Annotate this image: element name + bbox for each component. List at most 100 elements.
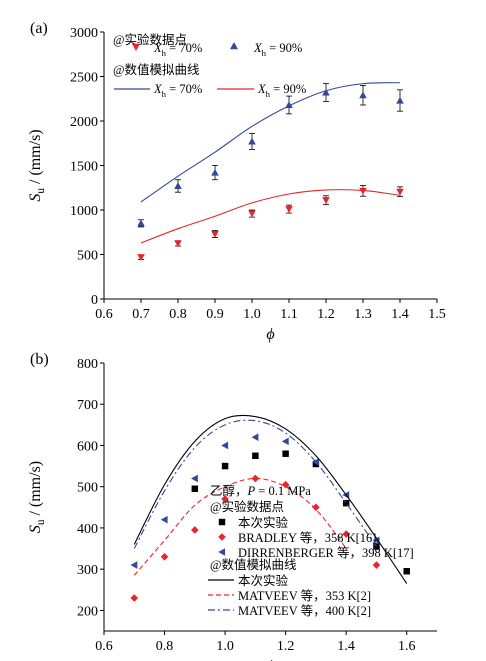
data-point [248,210,256,218]
legend-label: 本次实验 [238,573,289,588]
y-tick-label: 0 [91,293,98,308]
x-tick-label: 0.7 [132,307,150,322]
data-point [312,503,320,512]
data-point [130,594,139,602]
data-point [359,91,367,99]
legend-group-title: @实验数据点 [113,32,187,47]
x-tick-label: 1.0 [216,639,234,654]
x-axis-label: ϕ [266,658,274,661]
panel-label: (a) [30,20,48,37]
legend-group-title: @实验数据点 [210,499,284,514]
series-line [140,189,401,244]
data-point [221,441,229,450]
legend-header: 乙醇，P = 0.1 MPa [210,483,311,498]
x-tick-label: 0.8 [156,639,174,654]
legend-label: MATVEEV 等，353 K[2] [238,588,371,603]
data-point [191,485,199,492]
x-tick-label: 1.4 [391,307,409,322]
series-line [133,419,377,549]
data-point [137,219,145,227]
data-point [342,499,350,507]
x-tick-label: 0.6 [95,639,113,654]
data-point [396,188,404,196]
y-tick-label: 3000 [70,26,98,41]
data-point [281,480,290,489]
data-point [282,450,289,457]
panel-label: (b) [30,351,49,368]
series-line [133,477,347,576]
y-axis-label: Su / (mm/s) [27,461,47,533]
legend-marker [218,548,226,556]
legend-marker [230,42,238,50]
data-point [248,137,256,145]
data-point [137,254,145,261]
legend-label: 本次实验 [238,515,289,530]
data-point [221,462,229,470]
y-tick-label: 700 [77,398,98,413]
data-point [211,230,219,238]
x-axis-label: ϕ [266,326,274,343]
data-point [174,182,182,190]
y-tick-label: 600 [77,439,98,454]
legend-label: Xh = 70% [153,82,202,99]
legend-label: BRADLEY 等，358 K[16] [238,530,376,545]
x-tick-label: 1.3 [354,307,372,322]
legend-marker [218,518,226,526]
y-tick-label: 2000 [70,115,98,130]
x-tick-label: 0.9 [206,307,224,322]
legend-label: Xh = 90% [257,82,306,99]
y-tick-label: 500 [77,481,98,496]
legend-label: Xh = 70% [153,41,202,58]
x-tick-label: 1.0 [243,307,261,322]
data-point [251,433,259,442]
data-point [221,495,229,503]
data-point [130,561,138,569]
x-tick-label: 1.2 [277,639,295,654]
data-point [285,206,293,213]
legend-label: Xh = 90% [253,41,302,58]
y-tick-label: 500 [77,249,98,264]
y-axis-label: Su / (mm/s) [27,129,47,201]
y-tick-label: 1000 [70,204,98,219]
data-point [396,96,404,104]
legend-label: MATVEEV 等，400 K[2] [238,603,371,618]
y-tick-label: 200 [77,604,98,619]
data-point [322,88,330,96]
data-point [342,530,350,538]
chart-panel: 0.6 0.7 0.8 0.9 1.0 1.1 1.2 1.3 1.4 1.5 0 500 1000 15… [27,20,446,343]
x-tick-label: 0.6 [95,307,113,322]
y-tick-label: 800 [77,357,98,372]
y-tick-label: 1500 [70,160,98,175]
series-line [140,82,401,203]
y-tick-label: 2500 [70,71,98,86]
data-point [160,552,169,561]
data-point [372,536,380,545]
series-line [133,414,408,584]
data-point [174,240,182,248]
x-tick-label: 1.4 [337,639,355,654]
x-tick-label: 1.5 [428,307,446,322]
data-point [160,515,168,524]
legend-group-title: @数值模拟曲线 [210,557,297,572]
legend-marker [132,43,140,51]
y-tick-label: 400 [77,522,98,537]
data-point [403,567,410,575]
data-point [372,561,381,569]
data-point [322,197,330,205]
data-point [359,187,367,195]
x-tick-label: 0.8 [169,307,187,322]
chart-panel: 0.6 0.8 1.0 1.2 1.4 1.6 200 300 400 500 600 700 800 ϕ… [27,351,437,661]
legend-group-title: @数值模拟曲线 [113,62,200,77]
x-tick-label: 1.2 [317,307,335,322]
data-point [211,168,219,176]
y-tick-label: 300 [77,563,98,578]
data-point [281,437,289,446]
x-tick-label: 1.1 [280,307,298,322]
data-point [252,452,259,459]
data-point [251,474,260,483]
x-tick-label: 1.6 [398,639,416,654]
data-point [191,526,199,534]
data-point [191,474,198,483]
legend-marker [218,533,226,541]
